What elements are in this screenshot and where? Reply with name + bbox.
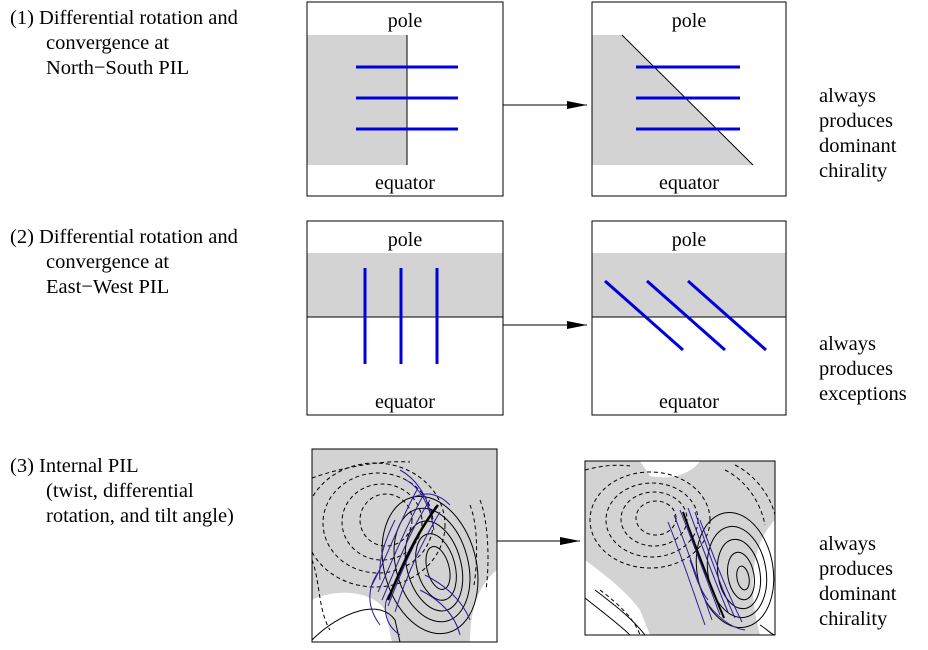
pil-line xyxy=(621,34,754,166)
positive-contours xyxy=(312,495,479,642)
field-line xyxy=(646,279,726,352)
pole-label: pole xyxy=(388,10,423,32)
row2-result-line2: produces xyxy=(819,358,894,380)
panel-frame xyxy=(591,1,787,197)
row3-title-line2: (twist, differential xyxy=(46,480,194,502)
row2-title-line2: convergence at xyxy=(46,251,170,273)
row1-result-line1: always xyxy=(819,85,876,107)
row1-result-line3: dominant xyxy=(819,135,897,157)
pole-label: pole xyxy=(388,229,423,251)
shaded-region xyxy=(307,253,503,317)
row1-right-panel: pole equator xyxy=(591,1,787,197)
row1-result-line2: produces xyxy=(819,110,894,132)
internal-pil-line xyxy=(682,511,725,619)
equator-label: equator xyxy=(659,391,719,413)
pole-label: pole xyxy=(672,229,707,251)
row2-title-line1: (2) Differential rotation and xyxy=(10,226,238,248)
row3-result-line2: produces xyxy=(819,558,894,580)
panel-frame xyxy=(306,220,504,416)
equator-label: equator xyxy=(659,172,719,194)
fine-field-lines xyxy=(667,507,746,631)
row2-result-line3: exceptions xyxy=(819,383,907,405)
row1-left-panel: pole equator xyxy=(306,1,504,197)
row3-title-line3: rotation, and tilt angle) xyxy=(46,505,234,527)
shaded-region xyxy=(592,35,753,165)
row2-title-line3: East−West PIL xyxy=(46,276,170,298)
panel-frame xyxy=(584,460,776,636)
panel-frame xyxy=(311,448,498,643)
row3-result-line1: always xyxy=(819,533,876,555)
row2-left-panel: pole equator xyxy=(306,220,504,416)
row3-right-panel xyxy=(584,460,776,636)
field-line xyxy=(687,279,767,352)
panel-frame xyxy=(306,1,504,197)
shaded-region xyxy=(592,253,786,317)
row1-title-line1: (1) Differential rotation and xyxy=(10,7,238,29)
equator-label: equator xyxy=(375,391,435,413)
row1-result-line4: chirality xyxy=(819,160,888,182)
row1-title-line3: North−South PIL xyxy=(46,57,190,79)
field-line xyxy=(604,279,684,352)
row2-result-line1: always xyxy=(819,333,876,355)
internal-pil-line xyxy=(386,504,439,601)
row3-left-panel xyxy=(311,448,498,643)
panel-frame xyxy=(591,220,787,416)
row3-title-line1: (3) Internal PIL xyxy=(10,455,139,477)
row3-result-line4: chirality xyxy=(819,608,888,630)
row1-title-line2: convergence at xyxy=(46,32,170,54)
equator-label: equator xyxy=(375,172,435,194)
pole-label: pole xyxy=(672,10,707,32)
row2-right-panel: pole equator xyxy=(591,220,787,416)
row3-result-line3: dominant xyxy=(819,583,897,605)
